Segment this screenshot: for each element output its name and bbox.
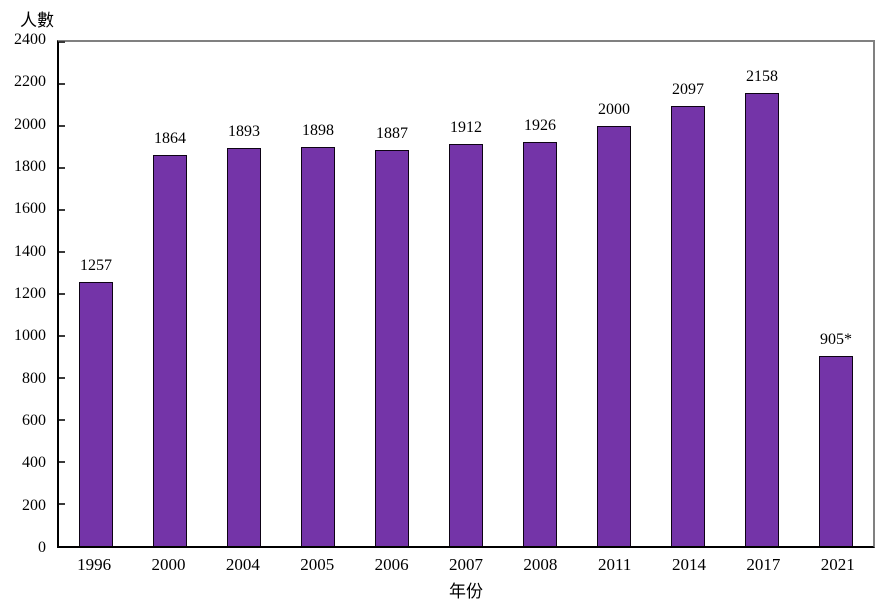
bar-slot: 1926 xyxy=(503,42,577,546)
y-axis-title: 人數 xyxy=(20,11,54,30)
x-tick-label: 2017 xyxy=(746,555,781,574)
bar xyxy=(375,149,409,546)
y-tick-mark xyxy=(59,125,65,127)
y-tick-mark xyxy=(59,461,65,463)
y-tick-label: 1600 xyxy=(14,200,46,218)
bar-value-label: 1926 xyxy=(524,116,556,134)
bar xyxy=(301,147,335,546)
plot-area: 1257 1864 1893 1898 1887 1912 1926 2000 2097 2158… xyxy=(57,40,875,548)
y-tick-label: 2200 xyxy=(14,73,46,91)
y-tick-label: 400 xyxy=(22,454,46,472)
x-tick-label: 2000 xyxy=(151,555,186,574)
bar-slot: 1893 xyxy=(207,42,281,546)
bar-slot: 1912 xyxy=(429,42,503,546)
y-tick-mark xyxy=(59,209,65,211)
x-tick-label: 2008 xyxy=(523,555,558,574)
y-tick-mark xyxy=(59,503,65,505)
y-tick-label: 200 xyxy=(22,496,46,514)
y-tick-label: 1400 xyxy=(14,242,46,260)
bar-slot: 1898 xyxy=(281,42,355,546)
bar xyxy=(79,282,113,546)
y-tick-label: 1000 xyxy=(14,327,46,345)
y-tick-mark xyxy=(59,41,65,43)
x-axis-tick-labels: 1996 2000 2004 2005 2006 2007 2008 2011 2014 2017… xyxy=(57,556,875,573)
bar-value-label: 1887 xyxy=(376,124,408,142)
bar xyxy=(227,148,261,546)
y-tick-mark xyxy=(59,419,65,421)
bar xyxy=(671,105,705,546)
bar-value-label: 1893 xyxy=(228,123,260,141)
bar-slot: 2097 xyxy=(651,42,725,546)
y-tick-label: 2400 xyxy=(14,31,46,48)
y-tick-label: 0 xyxy=(38,539,46,556)
y-axis-tick-labels: 0 200 400 600 800 1000 1200 1400 1600 1800 2000 220… xyxy=(0,32,46,556)
x-axis-title: 年份 xyxy=(449,582,483,601)
x-tick-label: 2014 xyxy=(672,555,707,574)
bar-value-label: 1864 xyxy=(154,129,186,147)
y-tick-label: 1200 xyxy=(14,285,46,302)
bar xyxy=(597,126,631,546)
y-tick-label: 2000 xyxy=(14,115,46,133)
x-tick-label: 2007 xyxy=(448,555,483,574)
y-tick-mark xyxy=(59,335,65,337)
bar-value-label: 1898 xyxy=(302,122,334,140)
y-tick-label: 600 xyxy=(22,412,46,429)
bar-slot: 2000 xyxy=(577,42,651,546)
x-tick-label: 1996 xyxy=(77,555,112,574)
y-tick-mark xyxy=(59,293,65,295)
y-tick-mark xyxy=(59,83,65,85)
bar-value-label: 905* xyxy=(820,330,852,348)
bar-value-label: 1912 xyxy=(450,119,482,137)
bar-value-label: 1257 xyxy=(80,257,112,275)
bars-row: 1257 1864 1893 1898 1887 1912 1926 2000 2097 2158… xyxy=(59,42,873,546)
y-tick-mark xyxy=(59,377,65,379)
bar xyxy=(523,141,557,546)
x-tick-label: 2005 xyxy=(300,555,335,574)
x-tick-label: 2004 xyxy=(225,555,260,574)
y-tick-mark xyxy=(59,251,65,253)
bar xyxy=(153,154,187,546)
y-tick-label: 800 xyxy=(22,369,46,387)
x-tick-label: 2006 xyxy=(374,555,409,574)
x-tick-label: 2021 xyxy=(820,555,855,574)
bar xyxy=(449,144,483,546)
bar-value-label: 2158 xyxy=(746,67,778,85)
bar xyxy=(745,92,779,546)
x-tick-label: 2011 xyxy=(598,555,632,574)
y-tick-label: 1800 xyxy=(14,158,46,175)
bar-slot: 1257 xyxy=(59,42,133,546)
bar-slot: 905* xyxy=(799,42,873,546)
bar-value-label: 2097 xyxy=(672,80,704,98)
bar-slot: 2158 xyxy=(725,42,799,546)
y-tick-mark xyxy=(59,167,65,169)
bar-slot: 1864 xyxy=(133,42,207,546)
bar-slot: 1887 xyxy=(355,42,429,546)
bar-value-label: 2000 xyxy=(598,101,630,118)
bar xyxy=(819,355,853,546)
